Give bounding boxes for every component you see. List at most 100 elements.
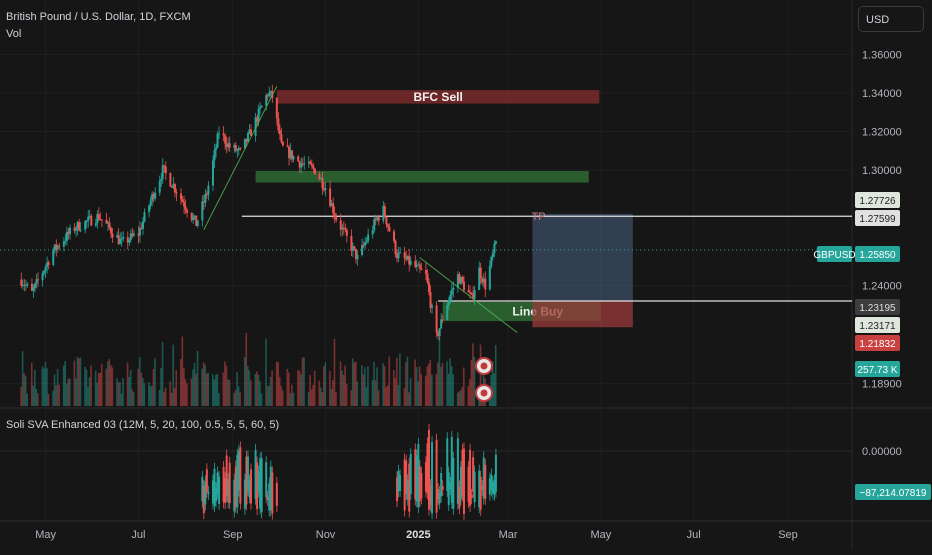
candle-body — [96, 214, 99, 224]
osc-bar — [467, 466, 470, 502]
candle-body — [205, 194, 208, 196]
price-label-box — [855, 299, 900, 315]
event-flag-icon-center — [480, 389, 488, 397]
osc-bar — [420, 473, 423, 499]
indicator-label: Soli SVA Enhanced 03 (12M, 5, 20, 100, 0… — [6, 419, 280, 431]
osc-bar — [234, 466, 237, 507]
volume-bar — [30, 362, 33, 406]
volume-bar — [164, 387, 167, 406]
volume-bar — [96, 382, 98, 406]
candle-body — [344, 228, 347, 231]
candle-body — [37, 279, 40, 281]
volume-bar — [319, 387, 322, 406]
candle-body — [350, 235, 353, 251]
candle-body — [23, 284, 26, 286]
candle-body — [275, 97, 278, 119]
candle-body — [143, 212, 146, 222]
candle-body — [335, 216, 338, 221]
candle-body — [394, 240, 397, 255]
volume-bar — [24, 375, 27, 406]
event-flag-icon-center — [480, 362, 488, 370]
candle-body — [164, 166, 167, 174]
osc-bar — [435, 439, 438, 513]
volume-bar — [431, 374, 433, 406]
candle-body — [245, 138, 248, 142]
osc-bar — [224, 478, 227, 504]
candle-body — [286, 145, 289, 147]
candle-body — [78, 221, 81, 231]
price-label: 1.23195 — [859, 303, 896, 314]
candle-body — [393, 231, 395, 241]
candle-body — [76, 221, 79, 229]
candle-body — [254, 117, 257, 136]
osc-bar — [250, 469, 253, 504]
volume-bar — [250, 380, 252, 406]
volume-bar — [386, 385, 389, 406]
volume-bar — [323, 366, 325, 406]
candle-body — [409, 261, 412, 265]
osc-bar — [459, 466, 462, 500]
candle-body — [341, 227, 344, 230]
green-zone — [255, 170, 589, 183]
candle-body — [138, 227, 141, 236]
candle-body — [193, 215, 196, 218]
osc-bar — [417, 443, 420, 508]
price-label: 1.23171 — [859, 321, 896, 332]
volume-bar — [441, 362, 444, 406]
volume-bar — [301, 357, 304, 406]
osc-bar — [237, 450, 240, 491]
candle-body — [277, 118, 280, 131]
candle-body — [141, 221, 144, 229]
volume-bar — [192, 369, 194, 406]
volume-bar — [64, 361, 67, 406]
volume-bar — [75, 378, 77, 406]
osc-bar — [438, 491, 441, 504]
volume-bar — [447, 373, 450, 406]
volume-bar — [458, 391, 461, 406]
candle-body — [318, 174, 321, 180]
candle-body — [137, 233, 140, 236]
volume-bar — [99, 373, 102, 406]
volume-bar — [37, 393, 39, 406]
price-label: 1.27599 — [859, 214, 896, 225]
candle-body — [186, 209, 189, 213]
volume-bar — [260, 393, 263, 406]
volume-bar — [371, 379, 374, 406]
candle-body — [470, 292, 473, 294]
candle-body — [426, 273, 429, 283]
candle-body — [122, 237, 125, 239]
candle-body — [403, 252, 406, 259]
volume-bar — [117, 382, 120, 406]
volume-bar — [374, 380, 377, 406]
candle-body — [195, 215, 198, 227]
candle-body — [280, 134, 283, 143]
candle-body — [351, 246, 354, 251]
candle-body — [446, 304, 449, 320]
candle-body — [44, 266, 47, 271]
x-tick-label: Nov — [316, 529, 336, 541]
candle-body — [364, 242, 367, 246]
volume-bar — [310, 389, 313, 406]
y-tick-label: 1.18900 — [862, 379, 902, 391]
volume-bar — [20, 386, 22, 406]
candle-body — [310, 164, 313, 166]
volume-bar — [449, 358, 451, 406]
candle-body — [478, 267, 481, 291]
volume-bar — [300, 374, 302, 406]
volume-bar — [493, 373, 496, 406]
volume-bar — [94, 370, 97, 406]
candle-body — [24, 285, 27, 287]
candle-body — [100, 219, 103, 221]
volume-bar — [271, 370, 273, 406]
osc-bar — [473, 471, 476, 503]
candle-body — [339, 220, 342, 230]
trendline-1 — [203, 86, 278, 230]
trendline-2 — [419, 257, 518, 334]
volume-bar — [41, 366, 44, 406]
currency-selector[interactable]: USD — [858, 6, 924, 32]
volume-bar — [313, 370, 316, 406]
candle-body — [62, 241, 65, 247]
volume-bar — [418, 366, 421, 406]
